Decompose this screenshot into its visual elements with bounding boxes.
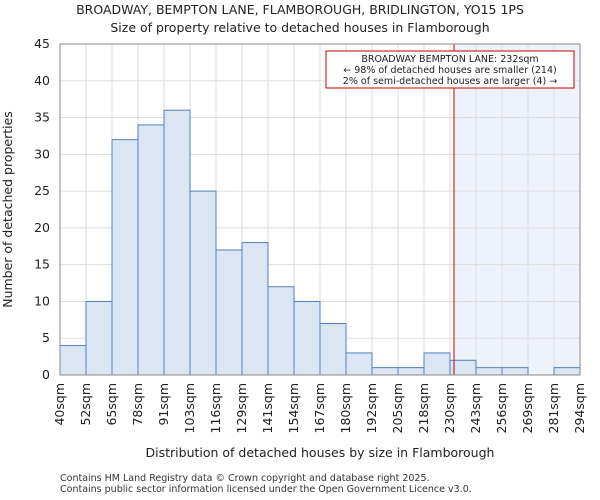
- bar: [345, 352, 373, 376]
- chart-title: BROADWAY, BEMPTON LANE, FLAMBOROUGH, BRI…: [76, 2, 524, 17]
- y-tick-label: 15: [34, 257, 50, 272]
- y-tick-labels: 0 5 10 15 20 25 30 35 40 45: [34, 36, 50, 382]
- x-tick-label: 40sqm: [52, 383, 67, 426]
- x-tick-labels: 40sqm 52sqm 65sqm 78sqm 91sqm 103sqm 116sqm 129…: [52, 383, 587, 433]
- bar: [475, 367, 503, 376]
- y-axis-label: Number of detached properties: [0, 111, 15, 308]
- bar: [371, 367, 399, 376]
- bar: [163, 109, 191, 376]
- y-tick-label: 25: [34, 183, 50, 198]
- x-tick-label: 91sqm: [156, 383, 171, 426]
- bar: [137, 124, 165, 376]
- x-tick-label: 281sqm: [546, 383, 561, 433]
- y-tick-label: 40: [34, 73, 50, 88]
- x-tick-label: 243sqm: [468, 383, 483, 433]
- x-tick-label: 65sqm: [104, 383, 119, 426]
- x-tick-label: 230sqm: [442, 383, 457, 433]
- x-tick-label: 294sqm: [572, 383, 587, 433]
- x-tick-label: 78sqm: [130, 383, 145, 426]
- x-tick-label: 129sqm: [234, 383, 249, 433]
- x-tick-label: 103sqm: [182, 383, 197, 433]
- x-tick-label: 116sqm: [208, 383, 223, 433]
- bar: [423, 352, 451, 376]
- bar: [215, 249, 243, 376]
- bar: [111, 139, 139, 376]
- annotation-box: [325, 50, 575, 89]
- x-tick-label: 154sqm: [286, 383, 301, 433]
- x-tick-label: 180sqm: [338, 383, 353, 433]
- annotation-title: BROADWAY BEMPTON LANE: 232sqm: [361, 54, 538, 65]
- bar: [397, 367, 425, 376]
- axes: [59, 43, 581, 376]
- larger-houses-highlight-band: [454, 44, 580, 375]
- annotation-larger-text: 2% of semi-detached houses are larger (4…: [343, 76, 557, 87]
- bar: [189, 190, 217, 376]
- marker-annotation: BROADWAY BEMPTON LANE: 232sqm ← 98% of d…: [325, 50, 575, 89]
- y-tick-label: 0: [42, 367, 50, 382]
- bar: [59, 345, 87, 376]
- y-tick-label: 10: [34, 293, 50, 308]
- bar: [85, 300, 113, 376]
- bar: [501, 367, 529, 376]
- x-tick-label: 192sqm: [364, 383, 379, 433]
- y-tick-label: 20: [34, 220, 50, 235]
- x-tick-label: 52sqm: [78, 383, 93, 426]
- plot-frame: [59, 43, 581, 376]
- x-axis-label: Distribution of detached houses by size …: [146, 445, 495, 460]
- x-tick-label: 218sqm: [416, 383, 431, 433]
- footer-licence: Contains public sector information licen…: [60, 484, 472, 495]
- x-tick-label: 269sqm: [520, 383, 535, 433]
- chart-subtitle: Size of property relative to detached ho…: [110, 20, 490, 35]
- bar: [319, 323, 347, 376]
- bar: [293, 300, 321, 376]
- bar: [267, 286, 295, 376]
- y-tick-label: 5: [42, 330, 50, 345]
- annotation-smaller-text: ← 98% of detached houses are smaller (21…: [343, 65, 556, 76]
- x-tick-label: 256sqm: [494, 383, 509, 433]
- y-tick-label: 30: [34, 146, 50, 161]
- bar: [241, 242, 269, 376]
- footer-copyright: Contains HM Land Registry data © Crown c…: [60, 473, 430, 484]
- x-tick-label: 141sqm: [260, 383, 275, 433]
- bar: [553, 367, 581, 376]
- x-tick-label: 205sqm: [390, 383, 405, 433]
- y-tick-label: 45: [34, 36, 50, 51]
- x-tick-label: 167sqm: [312, 383, 327, 433]
- y-tick-label: 35: [34, 110, 50, 125]
